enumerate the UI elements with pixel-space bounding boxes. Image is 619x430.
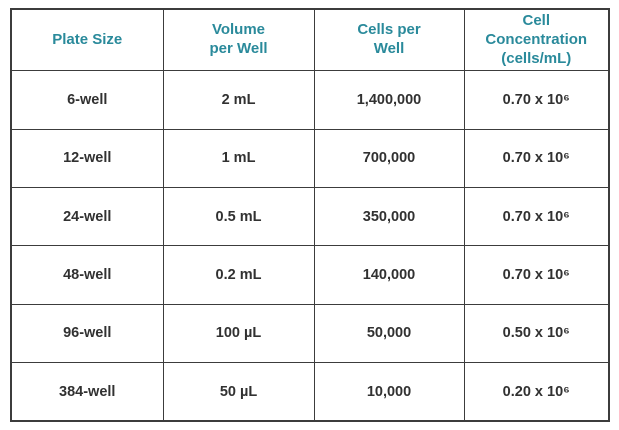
cell-plate-size: 24-well bbox=[10, 186, 164, 247]
table-row: 12-well 1 mL 700,000 0.70 x 10⁶ bbox=[10, 128, 610, 189]
cell-cells: 50,000 bbox=[313, 303, 465, 364]
cell-concentration: 0.70 x 10⁶ bbox=[463, 186, 610, 247]
cell-cells: 700,000 bbox=[313, 128, 465, 189]
table-row: 384-well 50 µL 10,000 0.20 x 10⁶ bbox=[10, 362, 610, 422]
table-row: 48-well 0.2 mL 140,000 0.70 x 10⁶ bbox=[10, 245, 610, 305]
cell-seeding-table: Plate Size Volume per Well Cells per Wel… bbox=[10, 8, 610, 422]
table-row: 96-well 100 µL 50,000 0.50 x 10⁶ bbox=[10, 303, 610, 364]
cell-concentration: 0.20 x 10⁶ bbox=[463, 362, 610, 422]
cell-volume: 2 mL bbox=[162, 70, 315, 130]
cell-concentration: 0.70 x 10⁶ bbox=[463, 128, 610, 189]
header-plate-size: Plate Size bbox=[10, 8, 164, 72]
cell-cells: 1,400,000 bbox=[313, 70, 465, 130]
cell-volume: 0.5 mL bbox=[162, 186, 315, 247]
cell-cells: 140,000 bbox=[313, 245, 465, 305]
header-volume-per-well: Volume per Well bbox=[162, 8, 315, 72]
cell-plate-size: 48-well bbox=[10, 245, 164, 305]
cell-plate-size: 12-well bbox=[10, 128, 164, 189]
cell-cells: 350,000 bbox=[313, 186, 465, 247]
table-header: Plate Size Volume per Well Cells per Wel… bbox=[10, 8, 610, 72]
cell-volume: 0.2 mL bbox=[162, 245, 315, 305]
header-cells-per-well: Cells per Well bbox=[313, 8, 465, 72]
table-row: 6-well 2 mL 1,400,000 0.70 x 10⁶ bbox=[10, 70, 610, 130]
cell-volume: 100 µL bbox=[162, 303, 315, 364]
cell-concentration: 0.70 x 10⁶ bbox=[463, 70, 610, 130]
cell-cells: 10,000 bbox=[313, 362, 465, 422]
cell-plate-size: 96-well bbox=[10, 303, 164, 364]
header-cell-concentration: Cell Concentration (cells/mL) bbox=[463, 8, 610, 72]
cell-volume: 1 mL bbox=[162, 128, 315, 189]
table-row: 24-well 0.5 mL 350,000 0.70 x 10⁶ bbox=[10, 186, 610, 247]
cell-plate-size: 384-well bbox=[10, 362, 164, 422]
header-row: Plate Size Volume per Well Cells per Wel… bbox=[10, 8, 610, 72]
cell-plate-size: 6-well bbox=[10, 70, 164, 130]
cell-volume: 50 µL bbox=[162, 362, 315, 422]
cell-concentration: 0.50 x 10⁶ bbox=[463, 303, 610, 364]
table-body: 6-well 2 mL 1,400,000 0.70 x 10⁶ 12-well… bbox=[10, 70, 610, 422]
cell-concentration: 0.70 x 10⁶ bbox=[463, 245, 610, 305]
